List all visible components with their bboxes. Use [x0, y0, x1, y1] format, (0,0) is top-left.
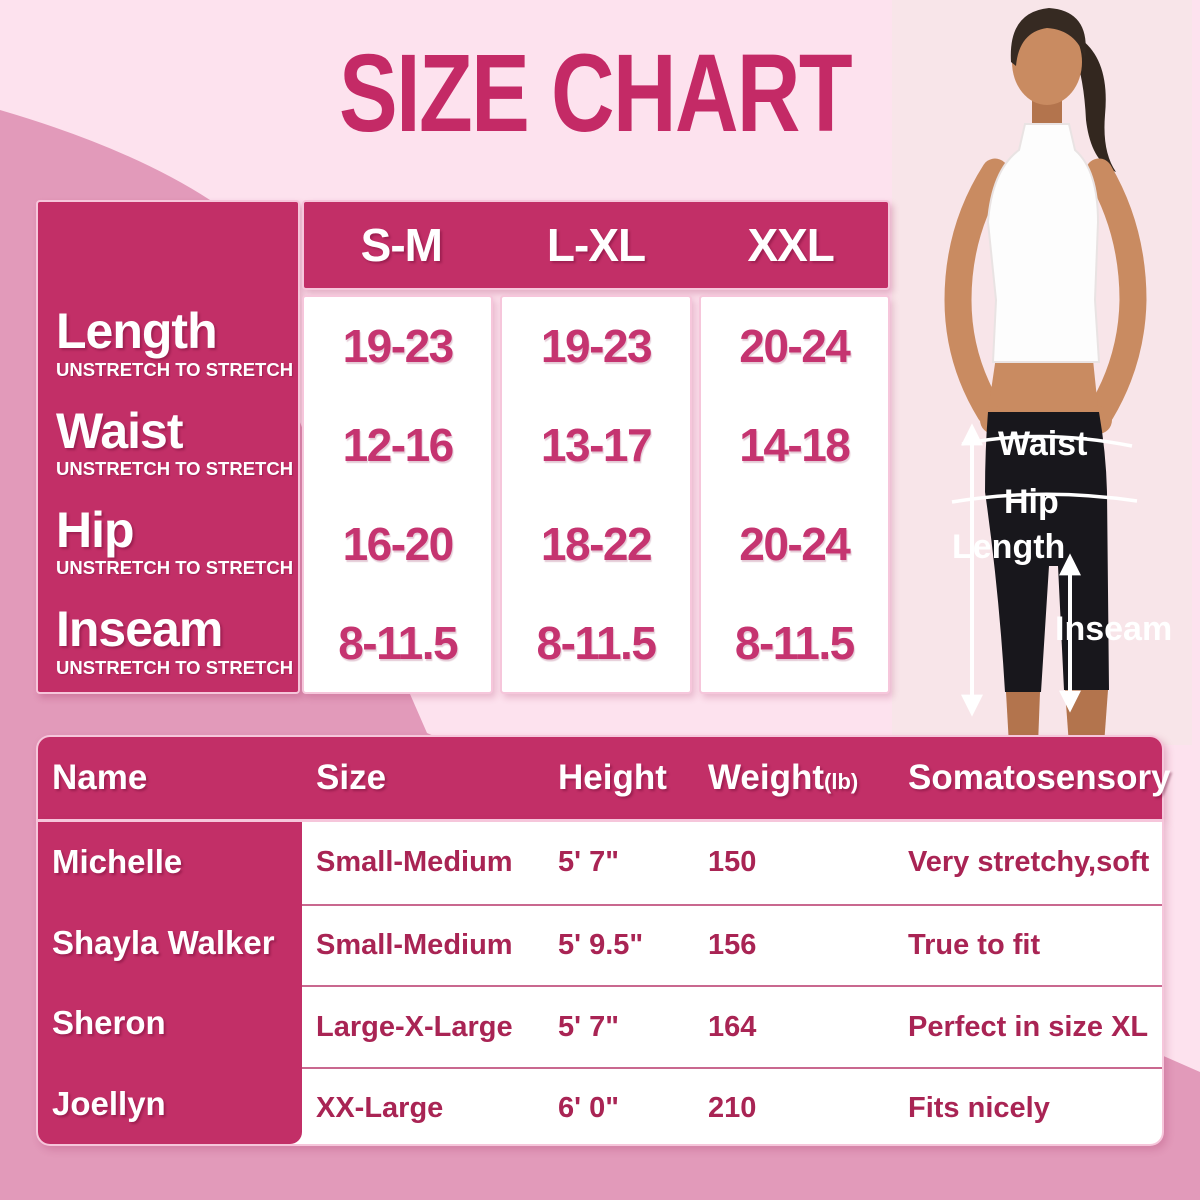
cell-somatosensory: Very stretchy,soft — [908, 846, 1150, 879]
table-row: Large-X-Large 5' 7" 164 Perfect in size … — [38, 985, 1162, 1067]
row-sublabel: UNSTRETCH TO STRETCH — [56, 458, 294, 480]
cell-size: XX-Large — [316, 1092, 444, 1125]
size-row-length: Length UNSTRETCH TO STRETCH — [38, 295, 298, 394]
row-label: Length — [56, 303, 218, 360]
size-row-inseam: Inseam UNSTRETCH TO STRETCH — [38, 593, 298, 692]
fit-table-body: Small-Medium 5' 7" 150 Very stretchy,sof… — [36, 819, 1164, 1146]
cell-name: Sheron — [52, 1004, 166, 1042]
cell-weight: 150 — [708, 846, 757, 879]
row-label: Hip — [56, 501, 135, 558]
header-weight: Weight(lb) — [708, 758, 859, 797]
size-value: 8-11.5 — [536, 616, 657, 669]
cell-size: Large-X-Large — [316, 1010, 513, 1043]
cell-name: Shayla Walker — [52, 923, 275, 961]
model-tank-top — [986, 123, 1101, 363]
cell-height: 5' 7" — [558, 846, 619, 879]
length-annotation-label: Length — [952, 528, 1065, 566]
page-title: SIZE CHART — [339, 32, 853, 155]
table-row: Small-Medium 5' 9.5" 156 True to fit — [38, 903, 1162, 986]
size-value: 8-11.5 — [338, 616, 458, 669]
hip-annotation-label: Hip — [1004, 483, 1059, 521]
column-header-lxl: L-XL — [546, 219, 646, 271]
model-head — [1012, 19, 1082, 105]
table-row: XX-Large 6' 0" 210 Fits nicely — [38, 1067, 1162, 1149]
row-sublabel: UNSTRETCH TO STRETCH — [56, 656, 294, 678]
row-sublabel: UNSTRETCH TO STRETCH — [56, 358, 294, 380]
header-height: Height — [558, 758, 667, 797]
cell-somatosensory: Perfect in size XL — [908, 1010, 1149, 1043]
size-row-waist: Waist UNSTRETCH TO STRETCH — [38, 394, 298, 493]
row-sublabel: UNSTRETCH TO STRETCH — [56, 557, 294, 579]
fit-feedback-table: Name Size Height Weight(lb) Somatosensor… — [36, 735, 1171, 1146]
model-right-arm — [1085, 158, 1147, 426]
size-column-lxl: 19-23 13-17 18-22 8-11.5 — [500, 295, 692, 694]
cell-height: 5' 9.5" — [558, 929, 644, 962]
size-value: 20-24 — [739, 320, 851, 373]
cell-name: Michelle — [52, 843, 183, 881]
header-name: Name — [52, 758, 148, 797]
size-value: 19-23 — [342, 320, 455, 373]
size-column-header: S-M L-XL XXL — [302, 200, 890, 290]
row-label: Inseam — [56, 601, 223, 658]
size-value: 13-17 — [540, 419, 653, 472]
cell-height: 6' 0" — [558, 1092, 619, 1125]
cell-weight: 210 — [708, 1092, 757, 1125]
size-value: 14-18 — [739, 419, 851, 472]
size-chart-table: Length UNSTRETCH TO STRETCH Waist UNSTRE… — [36, 200, 890, 694]
row-label: Waist — [56, 402, 184, 459]
model-left-arm — [944, 158, 1009, 426]
header-weight-unit: (lb) — [824, 769, 859, 794]
size-column-sm: 19-23 12-16 16-20 8-11.5 — [302, 295, 494, 694]
cell-somatosensory: True to fit — [908, 929, 1041, 962]
table-row: Small-Medium 5' 7" 150 Very stretchy,sof… — [38, 822, 1162, 904]
model-measurement-photo: Waist Hip Length Inseam — [892, 0, 1192, 745]
size-value: 20-24 — [739, 517, 851, 570]
cell-height: 5' 7" — [558, 1010, 619, 1043]
column-header-sm: S-M — [360, 219, 443, 271]
inseam-annotation-label: Inseam — [1055, 610, 1172, 648]
size-value-area: S-M L-XL XXL 19-23 12-16 16-20 8-11.5 19… — [302, 200, 890, 694]
column-header-xxl: XXL — [747, 219, 834, 271]
header-somatosensory: Somatosensory — [908, 758, 1171, 797]
fit-name-column: Michelle Shayla Walker Sheron Joellyn — [38, 822, 302, 1144]
header-size: Size — [316, 758, 387, 797]
cell-size: Small-Medium — [316, 929, 513, 962]
size-row-hip: Hip UNSTRETCH TO STRETCH — [38, 494, 298, 593]
size-column-xxl: 20-24 14-18 20-24 8-11.5 — [698, 295, 890, 694]
size-value: 12-16 — [342, 419, 455, 472]
size-value: 8-11.5 — [734, 616, 855, 669]
cell-size: Small-Medium — [316, 846, 513, 879]
cell-weight: 164 — [708, 1010, 757, 1043]
model-hair — [1074, 40, 1116, 172]
fit-table-header: Name Size Height Weight(lb) Somatosensor… — [36, 735, 1171, 819]
size-row-labels: Length UNSTRETCH TO STRETCH Waist UNSTRE… — [36, 200, 300, 694]
cell-somatosensory: Fits nicely — [908, 1092, 1050, 1125]
size-value: 19-23 — [540, 320, 653, 373]
waist-annotation-label: Waist — [998, 425, 1087, 463]
cell-name: Joellyn — [52, 1084, 166, 1122]
cell-weight: 156 — [708, 929, 757, 962]
size-value: 18-22 — [540, 517, 653, 570]
size-value: 16-20 — [342, 517, 455, 570]
